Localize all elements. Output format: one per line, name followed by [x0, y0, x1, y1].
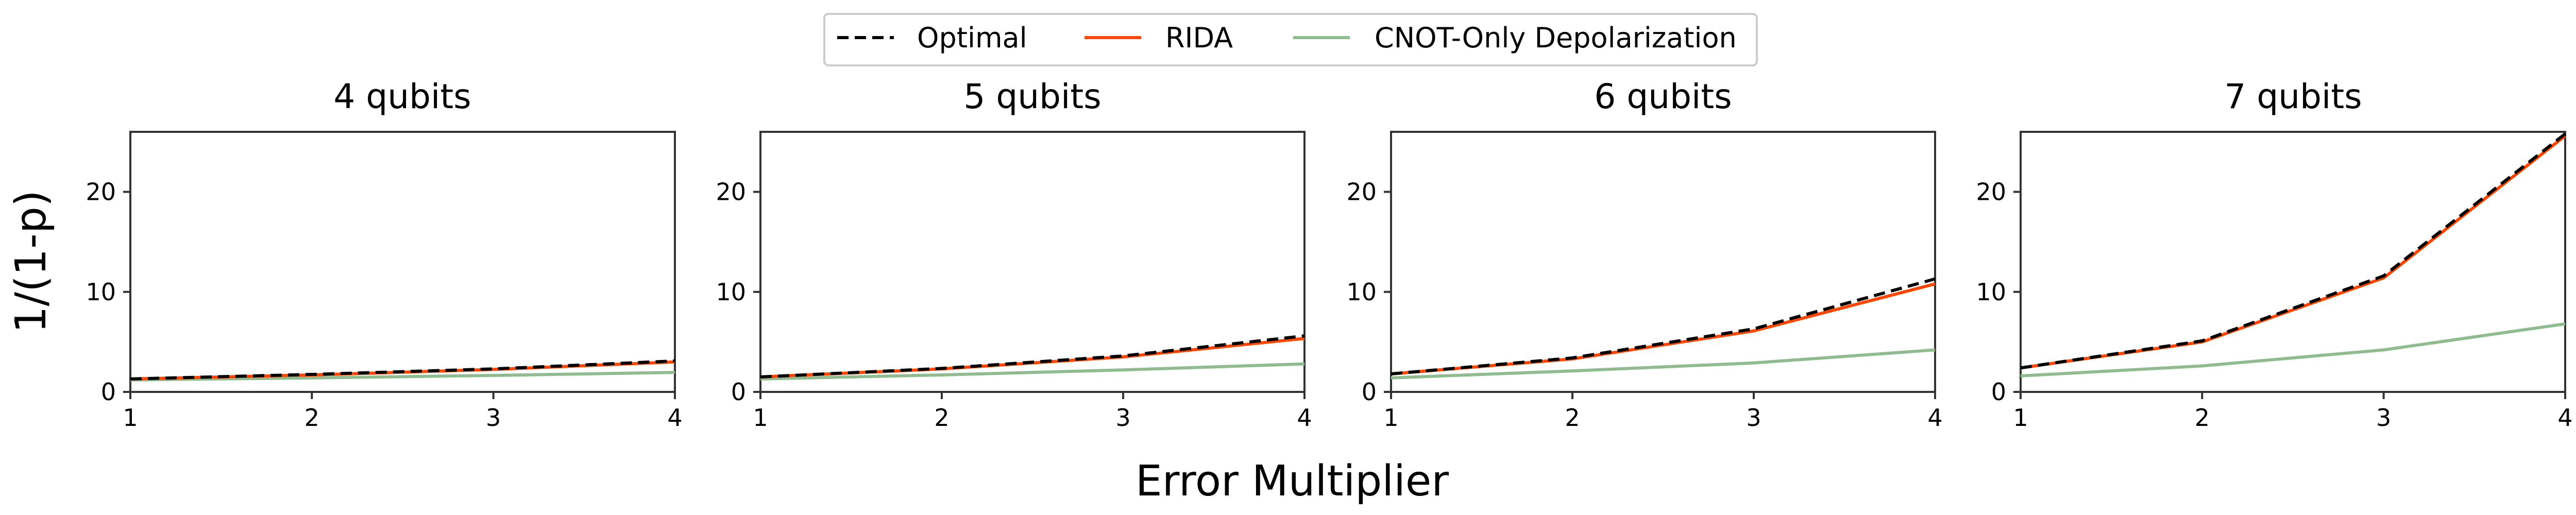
panel-2: 5 qubits 1 2 3 4 0 10 20 [716, 77, 1312, 432]
tick-layer: 1 2 3 4 0 10 20 [1346, 178, 1942, 432]
x-tick-label: 1 [123, 404, 138, 432]
x-tick-label: 2 [1565, 404, 1580, 432]
legend-label-cnot: CNOT-Only Depolarization [1375, 22, 1737, 54]
y-tick-label: 0 [1362, 378, 1377, 406]
series-line-cnot-only-depolarization [1391, 348, 1936, 380]
series-line-cnot-only-depolarization [760, 362, 1305, 381]
series-line-cnot-only-depolarization [130, 371, 675, 382]
y-tick-label: 10 [1976, 278, 2006, 306]
panel-title: 6 qubits [1594, 77, 1732, 116]
plot-area-frame [1390, 131, 1936, 393]
x-tick-label: 3 [1115, 404, 1130, 432]
y-tick-label: 10 [716, 278, 746, 306]
panel-title: 4 qubits [333, 77, 471, 116]
x-tick-label: 2 [2195, 404, 2210, 432]
tick-layer: 1 2 3 4 0 10 20 [716, 178, 1312, 432]
x-tick-label: 2 [934, 404, 949, 432]
series-line-rida [2020, 134, 2566, 370]
panel-title: 7 qubits [2224, 77, 2362, 116]
x-tick-label: 3 [486, 404, 501, 432]
series-line-cnot-only-depolarization [2020, 322, 2566, 377]
y-tick-label: 0 [101, 378, 116, 406]
legend-label-optimal: Optimal [917, 22, 1027, 54]
tick-layer: 1 2 3 4 0 10 20 [86, 178, 682, 432]
y-tick-label: 20 [1976, 178, 2006, 206]
series-line-optimal [760, 334, 1305, 379]
y-tick-label: 0 [731, 378, 746, 406]
y-tick-label: 10 [86, 278, 116, 306]
legend-label-rida: RIDA [1165, 22, 1233, 54]
plot-area-frame [129, 131, 676, 393]
panel-1: 4 qubits 1 2 3 4 0 10 20 [86, 77, 682, 432]
series-layer [1391, 277, 1936, 380]
plot-area-frame [2020, 131, 2566, 393]
series-line-optimal [130, 359, 675, 381]
x-tick-label: 1 [1383, 404, 1398, 432]
x-tick-label: 4 [1297, 404, 1312, 432]
series-layer [760, 334, 1305, 381]
series-layer [130, 359, 675, 382]
x-tick-label: 1 [753, 404, 768, 432]
legend: Optimal RIDA CNOT-Only Depolarization [823, 13, 1758, 66]
plot-area-frame [759, 131, 1306, 393]
y-axis-label: 1/(1-p) [7, 190, 56, 333]
x-tick-label: 2 [304, 404, 319, 432]
panel-4: 7 qubits 1 2 3 4 0 10 20 [1976, 77, 2572, 432]
y-tick-label: 10 [1346, 278, 1377, 306]
y-tick-label: 0 [1991, 378, 2006, 406]
x-tick-label: 4 [667, 404, 682, 432]
legend-frame [823, 13, 1758, 66]
y-tick-label: 20 [1346, 178, 1377, 206]
panel-3: 6 qubits 1 2 3 4 0 10 20 [1346, 77, 1942, 432]
series-line-rida [1391, 282, 1936, 375]
x-tick-label: 4 [1927, 404, 1942, 432]
x-tick-label: 1 [2013, 404, 2028, 432]
y-tick-label: 20 [86, 178, 116, 206]
x-axis-label: Error Multiplier [1136, 457, 1449, 506]
series-layer [2020, 132, 2566, 377]
series-line-optimal [1391, 277, 1936, 375]
x-tick-label: 3 [2376, 404, 2391, 432]
panel-title: 5 qubits [963, 77, 1101, 116]
tick-layer: 1 2 3 4 0 10 20 [1976, 178, 2572, 432]
y-tick-label: 20 [716, 178, 746, 206]
x-tick-label: 4 [2557, 404, 2572, 432]
x-tick-label: 3 [1746, 404, 1761, 432]
series-line-optimal [2020, 132, 2566, 370]
